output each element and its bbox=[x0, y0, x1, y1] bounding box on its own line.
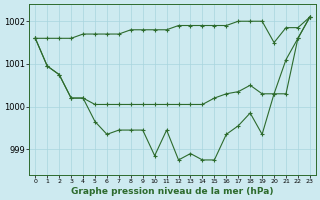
X-axis label: Graphe pression niveau de la mer (hPa): Graphe pression niveau de la mer (hPa) bbox=[71, 187, 274, 196]
